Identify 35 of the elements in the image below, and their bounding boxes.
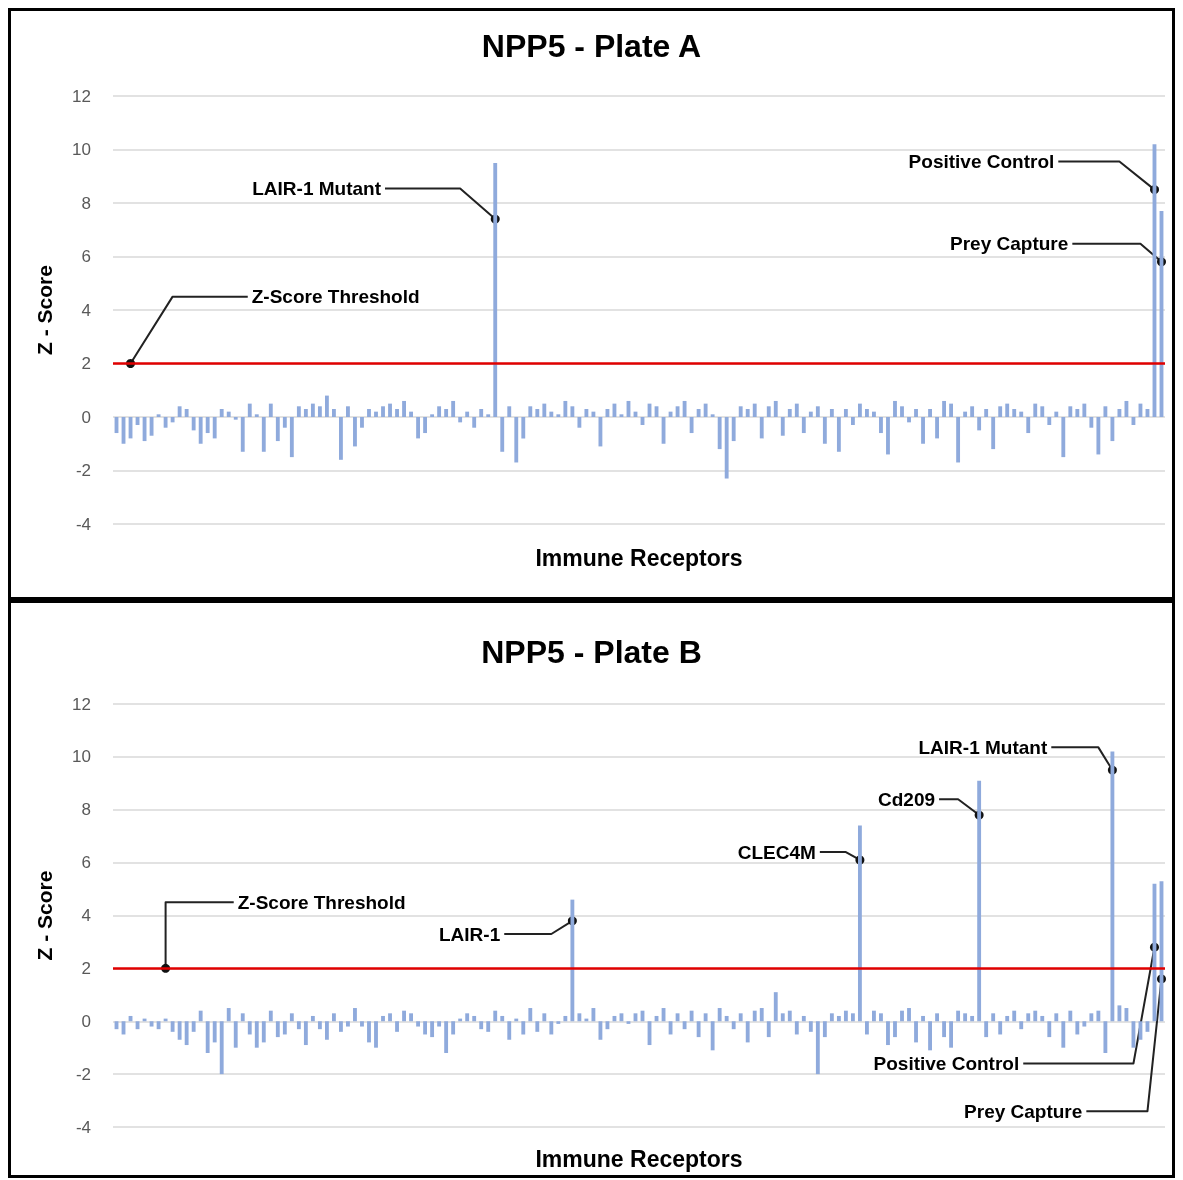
y-tick-label: 4 [81, 300, 91, 320]
y-tick-label: 0 [81, 1011, 91, 1031]
y-tick-label: 8 [81, 193, 91, 213]
annotation: CLEC4M [737, 841, 816, 863]
chart-title: NPP5 - Plate B [481, 634, 702, 670]
ref-line-label: Z-Score Threshold [237, 891, 406, 913]
y-tick-label: 10 [72, 747, 91, 767]
annotation: Cd209 [878, 788, 936, 810]
x-axis-title: Immune Receptors [535, 1145, 743, 1172]
annotation: Prey Capture [964, 1100, 1083, 1122]
annotation: LAIR-1 [439, 923, 501, 945]
annotation: Prey Capture [950, 233, 1069, 255]
y-tick-label: 2 [81, 958, 91, 978]
y-tick-label: -4 [75, 1117, 91, 1137]
ref-line-label: Z-Score Threshold [251, 286, 420, 308]
annotation: Positive Control [873, 1053, 1020, 1075]
y-tick-label: -2 [75, 1064, 91, 1084]
annotation: Positive Control [908, 151, 1055, 173]
annotation: LAIR-1 Mutant [252, 178, 382, 200]
y-tick-label: 2 [81, 354, 91, 373]
y-tick-label: 0 [81, 407, 91, 427]
y-axis-title: Z - Score [33, 870, 56, 961]
y-tick-label: 6 [81, 247, 91, 266]
y-axis-title: Z - Score [33, 265, 56, 355]
y-tick-label: 8 [81, 800, 91, 820]
y-tick-label: 4 [81, 906, 91, 925]
y-tick-label: 6 [81, 853, 91, 873]
x-axis-title: Immune Receptors [535, 544, 743, 571]
y-tick-label: -2 [75, 461, 91, 480]
y-tick-label: -4 [75, 514, 91, 534]
chart-title: NPP5 - Plate A [481, 28, 702, 64]
y-tick-label: 12 [72, 694, 91, 714]
y-tick-label: 10 [72, 140, 91, 159]
annotation: LAIR-1 Mutant [918, 736, 1048, 758]
y-tick-label: 12 [72, 86, 91, 106]
